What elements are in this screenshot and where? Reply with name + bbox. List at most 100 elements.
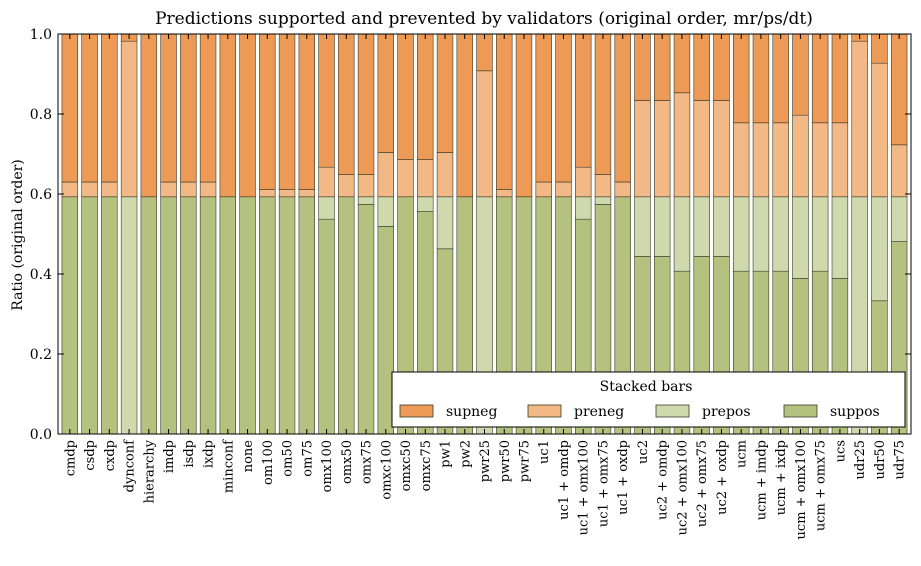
x-tick-label: omxc100 — [379, 440, 394, 500]
x-tick-label: udr50 — [873, 440, 888, 479]
bar-preneg-32 — [693, 100, 710, 198]
bar-preneg-7 — [199, 181, 217, 198]
bar-preneg-34 — [732, 122, 750, 198]
x-tick-label: uc2 + omx75 — [695, 440, 710, 527]
bar-supneg-22 — [496, 33, 513, 190]
bar-suppos-16 — [377, 226, 394, 435]
bar-suppos-7 — [199, 196, 217, 435]
x-tick-label: isdp — [182, 440, 197, 467]
bar-prepos-38 — [811, 196, 829, 272]
bar-prepos-41 — [871, 196, 888, 302]
y-ticks-layer: 0.0 0.2 0.4 0.6 0.8 1.0 — [30, 27, 911, 443]
x-tick-label: pwr25 — [478, 440, 493, 482]
x-tick-label: omx100 — [320, 440, 335, 492]
legend-label-supneg: supneg — [446, 404, 497, 420]
bar-preneg-28 — [614, 181, 631, 198]
bar-supneg-9 — [239, 33, 256, 198]
bar-suppos-1 — [81, 196, 98, 435]
bar-supneg-4 — [140, 33, 158, 198]
bar-preneg-25 — [555, 181, 572, 198]
bar-prepos-39 — [831, 196, 849, 279]
y-axis-label: Ratio (original order) — [10, 159, 26, 311]
bar-preneg-0 — [61, 181, 79, 198]
bar-prepos-34 — [732, 196, 750, 272]
bar-suppos-12 — [298, 196, 315, 435]
bar-prepos-31 — [673, 196, 691, 272]
bar-supneg-1 — [81, 33, 98, 183]
bar-preneg-36 — [772, 122, 789, 198]
x-tick-label: om50 — [281, 440, 296, 477]
x-tick-label: cxdp — [103, 440, 118, 471]
bar-suppos-4 — [140, 196, 158, 435]
bar-supneg-38 — [811, 33, 829, 124]
bar-preneg-15 — [357, 174, 375, 198]
bar-preneg-40 — [851, 40, 868, 198]
x-tick-label: uc1 — [537, 440, 552, 464]
bar-preneg-35 — [752, 122, 770, 198]
x-tick-label: ucm + imdp — [754, 440, 769, 520]
bar-preneg-29 — [634, 100, 651, 198]
bar-supneg-15 — [357, 33, 375, 175]
bar-supneg-5 — [160, 33, 177, 183]
y-tick-label: 0.8 — [30, 107, 52, 123]
x-tick-label: uc1 + oxdp — [616, 440, 631, 515]
y-tick-label: 0.0 — [30, 427, 52, 443]
legend-box — [391, 371, 906, 428]
bar-prepos-26 — [575, 196, 592, 220]
x-tick-label: om100 — [261, 440, 276, 485]
bar-prepos-42 — [890, 196, 908, 242]
x-tick-label: csdp — [83, 440, 98, 471]
x-tick-label: uc1 + omx100 — [577, 440, 592, 535]
plot-frame — [57, 33, 912, 435]
bar-supneg-27 — [594, 33, 612, 175]
bar-prepos-37 — [792, 196, 809, 279]
bar-preneg-42 — [890, 144, 908, 198]
legend-title: Stacked bars — [600, 379, 693, 395]
legend-swatch-preneg — [527, 404, 562, 418]
bar-suppos-9 — [239, 196, 256, 435]
bar-supneg-35 — [752, 33, 770, 124]
chart-title: Predictions supported and prevented by v… — [155, 9, 813, 29]
bar-preneg-22 — [496, 189, 513, 198]
bar-supneg-32 — [693, 33, 710, 101]
bar-prepos-15 — [357, 196, 375, 205]
x-tick-label: ucm + omx75 — [814, 440, 829, 531]
x-tick-label: imdp — [162, 440, 177, 473]
bar-supneg-26 — [575, 33, 592, 168]
bar-preneg-6 — [180, 181, 197, 198]
legend-label-preneg: preneg — [574, 404, 624, 420]
bar-preneg-2 — [101, 181, 118, 198]
x-tick-label: udr25 — [853, 440, 868, 479]
bar-suppos-8 — [219, 196, 237, 435]
bar-suppos-6 — [180, 196, 197, 435]
y-tick-label: 0.4 — [30, 267, 52, 283]
bar-supneg-13 — [318, 33, 335, 168]
bar-supneg-12 — [298, 33, 315, 190]
bar-supneg-16 — [377, 33, 394, 153]
x-tick-label: dynconf — [123, 439, 138, 493]
bar-supneg-34 — [732, 33, 750, 124]
bar-preneg-19 — [436, 152, 454, 198]
bar-preneg-11 — [278, 189, 296, 198]
x-tick-label: pwr50 — [498, 440, 513, 482]
x-tick-label: hierarchy — [142, 439, 157, 503]
bar-preneg-14 — [338, 174, 355, 198]
x-tick-label: uc2 + omx100 — [675, 440, 690, 535]
bar-suppos-5 — [160, 196, 177, 435]
bar-preneg-38 — [811, 122, 829, 198]
bar-prepos-3 — [120, 196, 138, 435]
bar-supneg-11 — [278, 33, 296, 190]
bar-supneg-42 — [890, 33, 908, 146]
bar-supneg-2 — [101, 33, 118, 183]
bar-supneg-30 — [654, 33, 671, 101]
bar-preneg-12 — [298, 189, 315, 198]
x-tick-label: omx50 — [340, 440, 355, 484]
bar-supneg-29 — [634, 33, 651, 101]
bar-supneg-39 — [831, 33, 849, 124]
legend-swatch-suppos — [783, 404, 818, 418]
bar-preneg-41 — [871, 62, 888, 198]
bar-suppos-2 — [101, 196, 118, 435]
x-tick-label: ucs — [833, 440, 848, 462]
bar-suppos-15 — [357, 204, 375, 435]
